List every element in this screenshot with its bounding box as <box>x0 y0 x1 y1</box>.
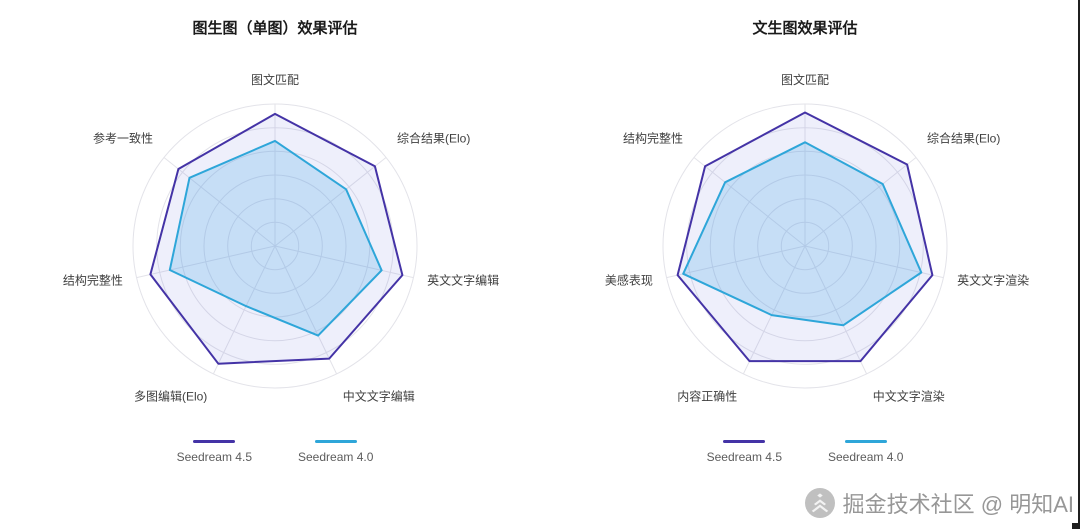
grid-spoke <box>742 245 806 375</box>
radar-series-seedream-4.5 <box>149 112 404 365</box>
axis-label: 图文匹配 <box>781 72 829 87</box>
legend-item-seedream-4.5[interactable]: Seedream 4.5 <box>707 440 782 464</box>
radar-series-seedream-4.0 <box>168 139 383 337</box>
legend-line-swatch <box>844 440 887 443</box>
axis-label: 英文文字渲染 <box>957 273 1029 288</box>
legend-image-to-image: Seedream 4.5 Seedream 4.0 <box>177 440 373 464</box>
legend-line-swatch <box>723 440 766 443</box>
watermark: 掘金技术社区 @ 明知AI <box>804 487 1074 519</box>
grid-spoke <box>274 245 338 375</box>
grid-spoke <box>163 157 276 247</box>
axis-label: 结构完整性 <box>63 273 123 288</box>
axis-label: 美感表现 <box>605 273 653 288</box>
legend-item-seedream-4.0[interactable]: Seedream 4.0 <box>828 440 903 464</box>
axis-label: 多图编辑(Elo) <box>134 389 207 404</box>
grid-spoke <box>274 245 414 279</box>
axis-label: 内容正确性 <box>677 389 737 404</box>
axis-label: 中文文字编辑 <box>343 389 415 404</box>
radar-chart-text-to-image: 文生图效果评估 图文匹配综合结果(Elo) 英文文字渲染中文文字渲染 内容正确性 美感… <box>555 18 1055 464</box>
radar-plot-text-to-image: 图文匹配综合结果(Elo) 英文文字渲染中文文字渲染 内容正确性 美感表现 结构完整性 <box>555 46 1055 438</box>
legend-label: Seedream 4.5 <box>176 450 252 464</box>
grid-spoke <box>136 245 276 279</box>
axis-label: 综合结果(Elo) <box>397 131 470 146</box>
scrollbar[interactable] <box>1078 0 1080 529</box>
juejin-logo-icon <box>804 488 835 518</box>
axis-label: 图文匹配 <box>251 72 299 87</box>
grid-spoke <box>804 245 868 375</box>
axis-label: 综合结果(Elo) <box>927 131 1000 146</box>
legend-label: Seedream 4.0 <box>298 450 374 464</box>
legend-item-seedream-4.5[interactable]: Seedream 4.5 <box>177 440 252 464</box>
axis-label: 结构完整性 <box>623 131 683 146</box>
legend-line-swatch <box>314 440 357 443</box>
legend-line-swatch <box>193 440 236 443</box>
chart-title-text-to-image: 文生图效果评估 <box>752 20 858 37</box>
grid-spoke <box>212 245 276 375</box>
axis-label: 英文文字编辑 <box>427 273 499 288</box>
legend-label: Seedream 4.0 <box>828 450 904 464</box>
scrollbar-corner <box>1072 523 1080 529</box>
charts-row: 图生图（单图）效果评估 图文匹配综合结果(Elo) 英文文字编辑中文文字编辑 多图编… <box>25 18 1055 464</box>
chart-title-image-to-image: 图生图（单图）效果评估 <box>192 20 358 37</box>
legend-item-seedream-4.0[interactable]: Seedream 4.0 <box>298 440 373 464</box>
legend-label: Seedream 4.5 <box>706 450 782 464</box>
radar-plot-image-to-image: 图文匹配综合结果(Elo) 英文文字编辑中文文字编辑 多图编辑(Elo) 结构完整性 参… <box>25 46 525 438</box>
grid-spoke <box>666 245 806 279</box>
axis-label: 中文文字渲染 <box>873 389 945 404</box>
grid-spoke <box>693 157 806 247</box>
axis-label: 参考一致性 <box>93 131 153 146</box>
grid-spoke <box>804 157 917 247</box>
grid-spoke <box>274 157 387 247</box>
legend-text-to-image: Seedream 4.5 Seedream 4.0 <box>707 440 903 464</box>
radar-chart-image-to-image: 图生图（单图）效果评估 图文匹配综合结果(Elo) 英文文字编辑中文文字编辑 多图编… <box>25 18 525 464</box>
watermark-text: 掘金技术社区 @ 明知AI <box>842 492 1074 517</box>
radar-series-seedream-4.0 <box>682 141 923 327</box>
